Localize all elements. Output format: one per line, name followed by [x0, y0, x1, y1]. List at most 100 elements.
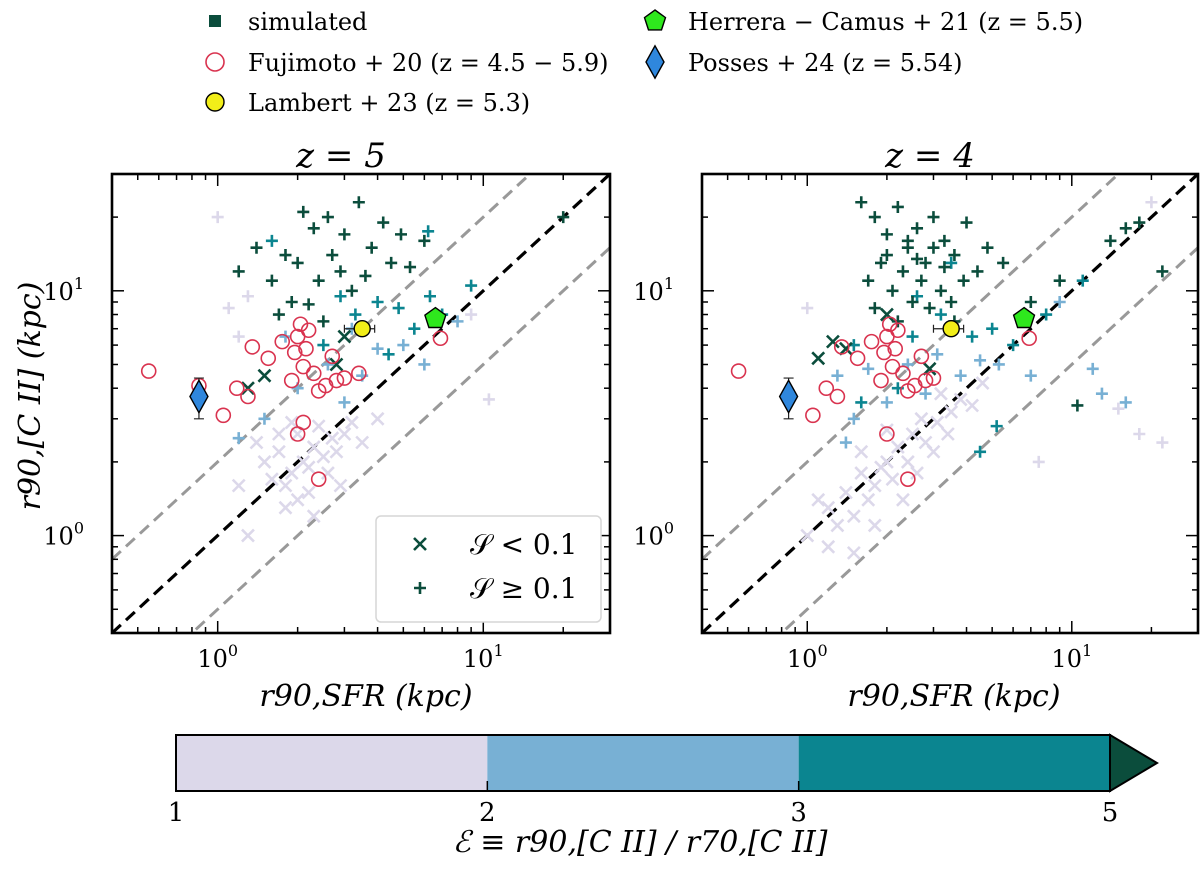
sim-point-x	[278, 478, 293, 493]
sim-point-x	[861, 492, 876, 507]
sim-point-plus	[404, 261, 417, 274]
sim-point-x	[930, 415, 945, 430]
sim-point-x	[284, 415, 299, 430]
panel-1-ylabel: r90,[C II] (kpc)	[13, 282, 48, 511]
sim-point-plus	[938, 261, 951, 274]
sim-point-plus	[855, 396, 868, 409]
sim-point-x	[355, 435, 370, 450]
obs-point-open-circle	[215, 407, 232, 424]
y-tick-label: 100	[633, 519, 674, 551]
obs-point-open-circle	[1021, 330, 1037, 347]
sim-point-x	[846, 545, 861, 560]
sim-point-x	[811, 351, 826, 366]
sim-point-plus	[906, 295, 919, 308]
sim-point-plus	[279, 249, 292, 262]
colorbar-label: ℰ ≡ r90,[C II] / r70,[C II]	[453, 825, 828, 860]
obs-point-open-circle	[890, 322, 906, 339]
sim-point-plus	[371, 342, 384, 355]
sim-point-x	[846, 509, 861, 524]
colorbar-segment	[487, 735, 799, 791]
legend-marker-open-circle	[205, 52, 225, 72]
obs-point-open-circle	[283, 372, 300, 389]
sim-point-x	[257, 454, 272, 469]
sim-point-x	[344, 415, 359, 430]
legend-entry: simulated	[209, 8, 367, 36]
sim-point-plus	[971, 265, 984, 278]
factor-line	[189, 246, 610, 633]
sim-point-plus	[418, 234, 431, 247]
sim-point-plus	[349, 308, 362, 321]
sim-point-plus	[880, 228, 893, 241]
panel-z4: 100 100 101 101	[633, 172, 1200, 673]
sim-point-plus	[1133, 216, 1146, 229]
sim-point-plus	[1119, 396, 1132, 409]
sim-point-plus	[317, 339, 330, 352]
sim-point-plus	[931, 348, 944, 361]
sim-point-plus	[365, 241, 378, 254]
colorbar-tick-label: 3	[790, 798, 807, 828]
sim-point-x	[231, 478, 246, 493]
colorbar-extend-arrow	[1109, 733, 1159, 793]
sim-point-plus	[352, 196, 365, 209]
sim-point-x	[800, 528, 815, 543]
sim-point-plus	[222, 302, 235, 315]
panel-2-title: z = 4	[884, 136, 975, 176]
sim-point-plus	[241, 290, 254, 303]
obs-point-diamond	[778, 378, 799, 415]
obs-point-open-circle	[833, 339, 850, 355]
sim-point-plus	[938, 234, 951, 247]
sim-point-x	[329, 357, 344, 372]
sim-point-plus	[326, 249, 339, 262]
legend-label: Herrera − Camus + 21 (z = 5.5)	[688, 8, 1083, 36]
panel-2-xlabel: r90,SFR (kpc)	[847, 679, 1060, 714]
sim-point-plus	[465, 279, 478, 292]
sim-point-plus	[232, 265, 245, 278]
legend-entry: Posses + 24 (z = 5.54)	[645, 44, 963, 80]
obs-point-open-circle	[805, 407, 821, 424]
obs-point-open-circle	[260, 350, 277, 367]
sim-point-x	[821, 539, 836, 554]
legend-marker-diamond	[645, 44, 665, 80]
plot-frame	[110, 172, 612, 635]
colorbar-segment	[798, 735, 1110, 791]
sim-point-x	[896, 492, 910, 507]
sim-point-plus	[974, 445, 987, 458]
sim-point-plus	[911, 222, 924, 235]
sim-point-x	[825, 334, 840, 349]
sim-point-x	[854, 466, 869, 481]
legend-label: Posses + 24 (z = 5.54)	[688, 49, 963, 77]
sim-point-x	[264, 472, 279, 487]
sim-point-plus	[465, 308, 478, 321]
sim-point-x	[867, 518, 882, 533]
colorbar: 1 2 3 5	[168, 733, 1159, 828]
y-tick-label: 101	[633, 274, 674, 306]
inner-legend-marker-plus	[414, 582, 426, 594]
sim-point-x	[900, 454, 915, 469]
obs-point-open-circle	[895, 365, 911, 382]
sim-point-plus	[317, 315, 330, 328]
sim-point-plus	[875, 256, 888, 269]
obs-point-open-circle	[863, 333, 880, 350]
sim-point-x	[944, 405, 959, 419]
sim-point-plus	[896, 265, 909, 278]
inner-legend-box	[375, 515, 602, 623]
sim-point-plus	[1119, 222, 1132, 235]
sim-point-x	[337, 329, 352, 344]
sim-point-x	[953, 392, 968, 407]
panel-z5: 100 100 101 101	[43, 172, 612, 673]
sim-point-x	[830, 518, 845, 533]
sim-point-x	[910, 466, 924, 481]
top-legend: simulated Fujimoto + 20 (z = 4.5 − 5.9) La…	[205, 8, 1083, 117]
sim-point-plus	[250, 241, 263, 254]
colorbar-tick-label: 5	[1102, 798, 1119, 828]
sim-point-plus	[258, 412, 271, 425]
sim-point-plus	[891, 200, 904, 213]
sim-point-plus	[232, 330, 245, 343]
sim-point-x	[838, 485, 853, 500]
obs-point-diamond	[189, 378, 209, 415]
sim-point-plus	[906, 330, 919, 343]
sim-point-plus	[934, 308, 947, 321]
sim-point-plus	[302, 298, 315, 311]
plot-frame	[700, 172, 1200, 635]
sim-point-plus	[839, 436, 852, 449]
